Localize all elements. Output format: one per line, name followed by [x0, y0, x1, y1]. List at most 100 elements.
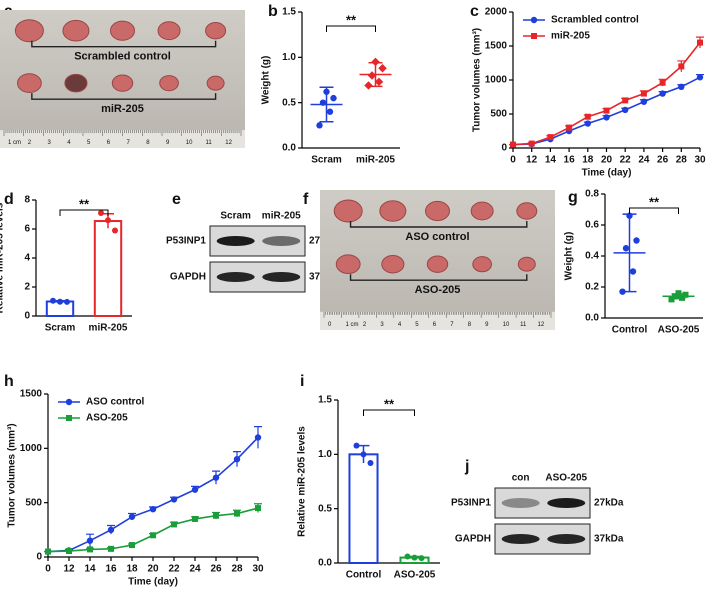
y-tick-label: 0 — [24, 311, 30, 322]
significance: ** — [649, 194, 660, 209]
marker — [640, 98, 648, 105]
marker — [213, 512, 219, 519]
group-label: Scrambled control — [74, 51, 171, 63]
tumor — [425, 200, 450, 222]
marker — [584, 113, 591, 120]
tumor — [426, 255, 449, 273]
panel-label: i — [300, 373, 304, 390]
marker — [150, 532, 156, 539]
point — [367, 71, 377, 80]
sd-bar — [319, 86, 334, 123]
y-tick-label: 0.5 — [282, 97, 296, 108]
point — [330, 94, 337, 102]
x-tick-label: 22 — [620, 155, 632, 166]
y-tick-label: 0.0 — [318, 558, 332, 569]
ruler-label: 4 — [398, 322, 402, 328]
ruler-label: 2 — [363, 322, 367, 328]
lane-label: Scram — [220, 211, 251, 222]
point — [326, 108, 334, 115]
tumor — [379, 200, 407, 222]
x-tick-label: 12 — [63, 564, 75, 575]
x-tick-label: 24 — [189, 564, 201, 575]
tumor — [111, 74, 134, 92]
band — [501, 498, 540, 508]
y-axis-label: Weight (g) — [261, 56, 272, 105]
tumor — [62, 19, 90, 42]
y-tick-label: 0.6 — [585, 220, 599, 231]
tumor — [14, 19, 44, 43]
x-tick-label: 18 — [582, 155, 594, 166]
panel-label: g — [568, 189, 578, 206]
legend-label: ASO control — [86, 397, 145, 408]
y-tick-label: 1500 — [20, 389, 43, 400]
ruler-label: 10 — [186, 140, 193, 146]
protein-label: GAPDH — [455, 534, 491, 545]
lane-label: ASO-205 — [545, 473, 587, 484]
tumor — [335, 254, 361, 275]
x-axis-label: Time (day) — [582, 168, 632, 179]
marker — [659, 79, 666, 86]
x-tick-label: 0 — [510, 155, 516, 166]
ruler-label: 4 — [67, 140, 71, 146]
y-tick-label: 0.0 — [282, 143, 296, 154]
y-tick-label: 0.0 — [585, 313, 599, 324]
marker — [108, 545, 114, 552]
y-tick-label: 0 — [501, 143, 507, 154]
ruler-label: 5 — [415, 322, 419, 328]
x-axis-label: Time (day) — [128, 577, 178, 588]
ruler-label: 6 — [433, 322, 437, 328]
panel-label: c — [470, 3, 479, 20]
y-axis-label: Relative miR-205 levels — [0, 202, 6, 313]
y-axis-label: Weight (g) — [564, 232, 575, 281]
tumor — [516, 202, 538, 220]
point — [682, 291, 689, 298]
point — [418, 555, 425, 562]
point — [633, 237, 640, 244]
marker — [170, 496, 178, 503]
lane-label: miR-205 — [262, 211, 301, 222]
y-tick-label: 1.0 — [282, 52, 296, 63]
size-label: 27kDa — [594, 498, 624, 509]
group-label: miR-205 — [101, 103, 144, 115]
ruler-label: 9 — [166, 140, 170, 146]
significance-bracket — [326, 25, 376, 32]
band — [262, 272, 301, 282]
bracket — [31, 93, 217, 100]
significance: ** — [384, 396, 395, 411]
protein-label: GAPDH — [170, 272, 206, 283]
marker — [622, 97, 629, 104]
point — [675, 290, 682, 297]
tumor — [159, 75, 179, 92]
marker — [192, 515, 198, 522]
x-tick-label: 16 — [564, 155, 576, 166]
ruler-label: 11 — [520, 322, 527, 328]
marker — [45, 548, 51, 555]
legend-label: miR-205 — [551, 31, 590, 42]
point — [316, 122, 323, 129]
marker — [640, 90, 647, 97]
bar — [93, 220, 123, 317]
point — [404, 553, 411, 560]
point — [105, 217, 111, 224]
x-tick-label: ASO-205 — [658, 325, 700, 336]
tumor — [517, 256, 536, 272]
y-axis-label: Tumor volumes (mm³) — [7, 423, 18, 527]
tumor — [17, 73, 42, 93]
point — [622, 245, 630, 252]
x-tick-label: 30 — [252, 564, 264, 575]
marker — [528, 140, 535, 147]
ruler-label: 3 — [380, 322, 384, 328]
x-tick-label: Control — [346, 570, 382, 581]
sd-bar — [368, 62, 383, 88]
x-tick-label: 18 — [126, 564, 138, 575]
x-tick-label: 12 — [526, 155, 538, 166]
legend-label: Scrambled control — [551, 15, 639, 26]
ruler-label: 8 — [146, 140, 150, 146]
legend-marker — [65, 398, 73, 406]
band — [262, 236, 301, 246]
point — [367, 460, 374, 467]
marker — [254, 434, 262, 441]
marker — [212, 474, 220, 481]
x-tick-label: 26 — [210, 564, 222, 575]
significance-bracket — [629, 207, 679, 214]
